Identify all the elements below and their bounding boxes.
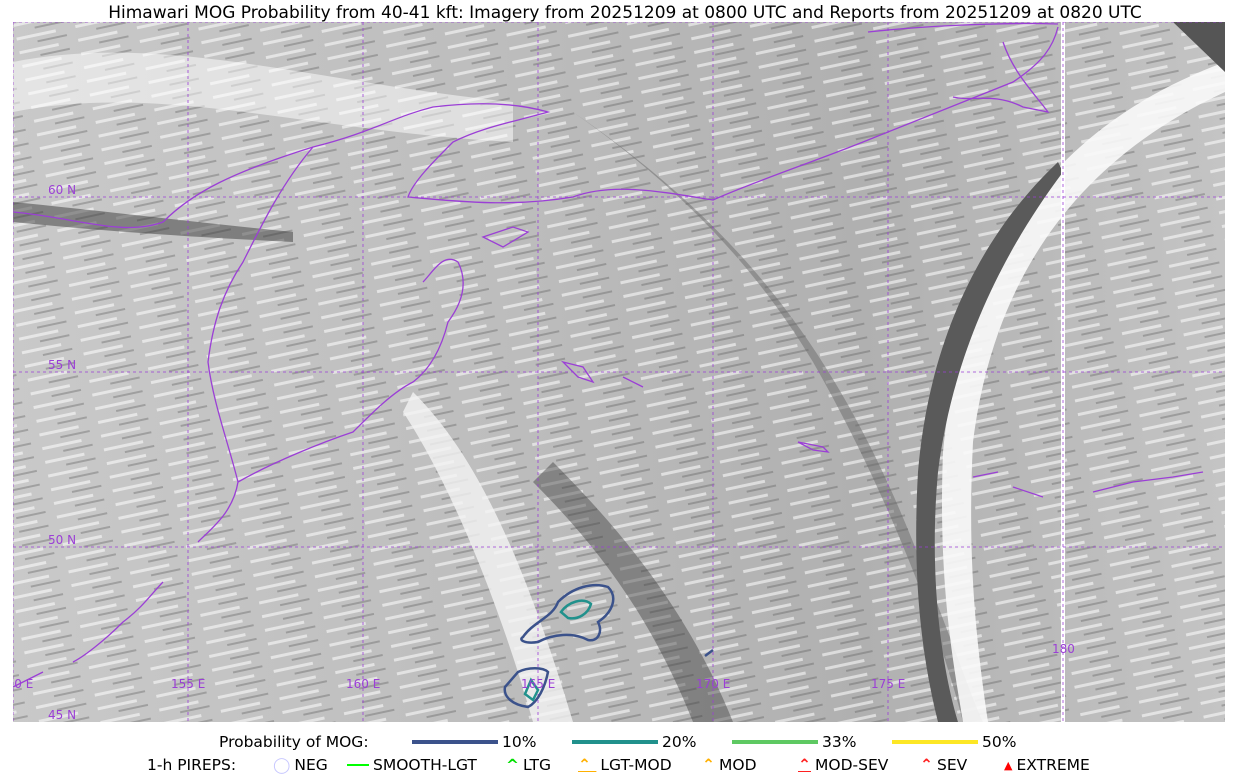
pirep-mod-sev: ⌃ MOD-SEV: [798, 756, 888, 774]
line-swatch-icon: [892, 740, 978, 744]
caret-bar-icon: ⌃: [578, 756, 597, 774]
double-caret-bar-icon: ⌃: [798, 756, 811, 774]
legend-label: EXTREME: [1016, 756, 1090, 774]
caret-icon: ⌃: [702, 756, 715, 774]
pirep-neg: ◯ NEG: [273, 756, 328, 774]
satellite-map: 60 N 55 N 50 N 45 N 150 E 155 E 160 E 16…: [13, 22, 1225, 722]
pirep-mod: ⌃ MOD: [702, 756, 757, 774]
lon-label: 165 E: [521, 677, 555, 691]
lon-label: 180: [1052, 642, 1075, 656]
cloud-band-white: [942, 62, 1225, 722]
grid-labels: 60 N 55 N 50 N 45 N 150 E 155 E 160 E 16…: [13, 183, 1075, 722]
legend-label: MOD-SEV: [815, 756, 889, 774]
legend-item-33pct: 33%: [732, 733, 856, 751]
legend-label: SEV: [937, 756, 968, 774]
pirep-sev: ⌃ SEV: [920, 756, 967, 774]
lat-label: 50 N: [48, 533, 76, 547]
line-swatch-icon: [572, 740, 658, 744]
legend-label: 33%: [822, 733, 857, 751]
lat-label: 60 N: [48, 183, 76, 197]
probability-legend: Probability of MOG: 10% 20% 33% 50%: [0, 733, 1250, 753]
legend-label: LGT-MOD: [600, 756, 672, 774]
neg-circle-icon: ◯: [273, 756, 291, 774]
map-title: Himawari MOG Probability from 40-41 kft:…: [108, 3, 1142, 23]
lat-label: 55 N: [48, 358, 76, 372]
coastlines: [13, 22, 1204, 688]
contour-20pct: [523, 677, 540, 702]
filled-triangle-icon: ▲: [1004, 758, 1013, 772]
double-caret-icon: ⌃: [920, 756, 933, 774]
lon-label: 150 E: [13, 677, 33, 691]
legend-item-20pct: 20%: [572, 733, 696, 751]
legend-label: 20%: [662, 733, 697, 751]
pirep-lgt-mod: ⌃ LGT-MOD: [578, 756, 672, 774]
caret-icon: ^: [506, 756, 519, 774]
contour-10pct: [503, 667, 550, 709]
legend-item-10pct: 10%: [412, 733, 536, 751]
legend-item-50pct: 50%: [892, 733, 1016, 751]
pireps-legend: 1-h PIREPS: ◯ NEG SMOOTH-LGT ^ LTG ⌃ LGT-M…: [0, 756, 1250, 776]
contour-20pct: [559, 599, 593, 620]
legend-label: LTG: [523, 756, 551, 774]
legend-label: SMOOTH-LGT: [373, 756, 477, 774]
line-swatch-icon: [732, 740, 818, 744]
graticule: [13, 22, 1225, 722]
mog-contours: [503, 583, 714, 709]
cloud-band-edge: [916, 162, 1063, 722]
pirep-ltg: ^ LTG: [506, 756, 551, 774]
lon-label: 175 E: [871, 677, 905, 691]
lat-label: 45 N: [48, 708, 76, 722]
lon-label: 160 E: [346, 677, 380, 691]
legend-label: 10%: [502, 733, 537, 751]
line-swatch-icon: [412, 740, 498, 744]
probability-legend-title: Probability of MOG:: [219, 733, 369, 751]
contour-10pct: [520, 583, 615, 644]
pirep-extreme: ▲ EXTREME: [1004, 756, 1090, 774]
lon-label: 170 E: [696, 677, 730, 691]
lon-label: 155 E: [171, 677, 205, 691]
legend-label: NEG: [294, 756, 328, 774]
pirep-smooth-lgt: SMOOTH-LGT: [347, 756, 477, 774]
line-icon: [347, 764, 369, 766]
pireps-legend-title: 1-h PIREPS:: [147, 756, 237, 774]
legend-label: MOD: [719, 756, 757, 774]
legend-label: 50%: [982, 733, 1017, 751]
